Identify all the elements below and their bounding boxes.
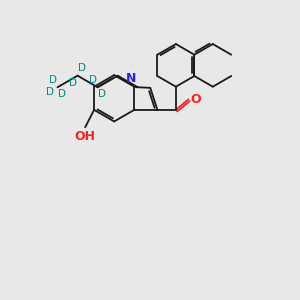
Text: D: D [78, 64, 86, 74]
Text: N: N [126, 72, 136, 85]
Text: D: D [46, 87, 54, 97]
Text: OH: OH [75, 130, 96, 142]
Text: O: O [190, 93, 201, 106]
Text: D: D [98, 89, 106, 100]
Text: D: D [89, 75, 98, 85]
Text: D: D [49, 75, 57, 85]
Text: D: D [58, 89, 66, 100]
Text: D: D [69, 78, 77, 88]
